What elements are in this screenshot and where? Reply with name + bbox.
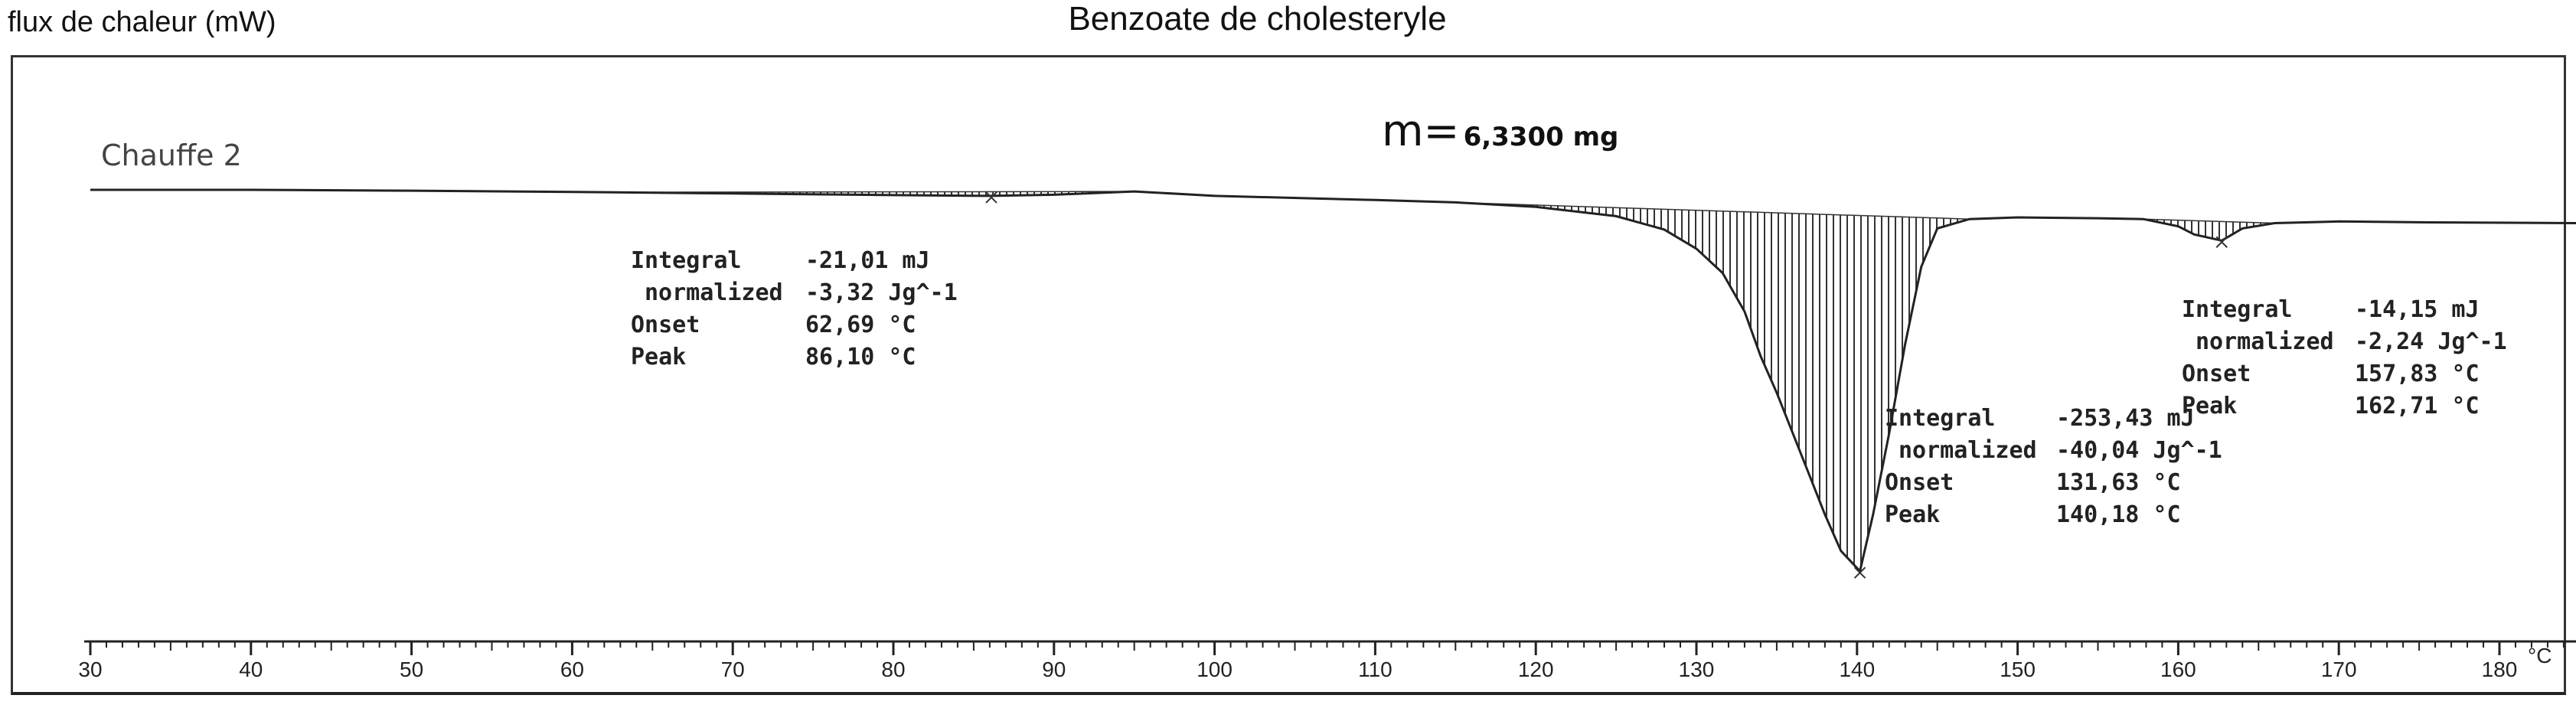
peak3-peak-label: Peak xyxy=(2182,393,2237,419)
x-unit-label: °C xyxy=(2528,644,2552,667)
peak3-peak-value: 162,71 °C xyxy=(2355,393,2480,419)
peak1-peak-value: 86,10 °C xyxy=(805,344,916,370)
peak-annotation-3: Integral -14,15 mJ normalized -2,24 Jg^-… xyxy=(2182,296,2507,419)
x-tick-label: 170 xyxy=(2321,658,2357,681)
x-tick-label: 180 xyxy=(2482,658,2518,681)
peak-markers xyxy=(985,191,2228,579)
peak2-peak-label: Peak xyxy=(1885,501,1940,528)
peak3-normalized-label: normalized xyxy=(2196,328,2334,355)
x-tick-label: 40 xyxy=(239,658,263,681)
peak2-integral-label: Integral xyxy=(1885,405,1996,432)
x-tick-label: 90 xyxy=(1042,658,1066,681)
mass-value: 6,3300 mg xyxy=(1464,122,1619,152)
x-tick-label: 130 xyxy=(1679,658,1715,681)
peak1-integral-value: -21,01 mJ xyxy=(805,247,930,274)
dsc-curve xyxy=(90,188,2576,574)
x-tick-label: 140 xyxy=(1839,658,1875,681)
peak3-onset-label: Onset xyxy=(2182,361,2251,387)
peak-annotation-2: Integral -253,43 mJ normalized -40,04 Jg… xyxy=(1885,405,2222,528)
peak2-onset-label: Onset xyxy=(1885,469,1954,496)
peak2-peak-value: 140,18 °C xyxy=(2056,501,2181,528)
plot-frame xyxy=(11,55,2566,695)
peak1-onset-value: 62,69 °C xyxy=(805,312,916,338)
x-tick-label: 30 xyxy=(78,658,102,681)
mass-prefix: m= xyxy=(1382,106,1459,156)
x-tick-label: 150 xyxy=(2000,658,2036,681)
peak2-normalized-label: normalized xyxy=(1899,437,2037,464)
peak3-normalized-value: -2,24 Jg^-1 xyxy=(2355,328,2507,355)
peak-marker-1 xyxy=(985,191,997,204)
x-tick-label: 80 xyxy=(881,658,905,681)
x-tick-label: 120 xyxy=(1518,658,1554,681)
peak-marker-3 xyxy=(2215,236,2228,248)
peak2-integral-value: -253,43 mJ xyxy=(2056,405,2195,432)
x-tick-label: 160 xyxy=(2160,658,2196,681)
mass-label: m= 6,3300 mg xyxy=(1382,106,1618,156)
peak1-onset-label: Onset xyxy=(631,312,700,338)
x-axis: 30 40 50 60 70 80 90 100 110 120 130 140 150 160 170 18… xyxy=(78,640,2576,681)
peak3-onset-value: 157,83 °C xyxy=(2355,361,2480,387)
peak1-normalized-value: -3,32 Jg^-1 xyxy=(805,279,958,306)
x-tick-label: 50 xyxy=(400,658,423,681)
y-axis-label: flux de chaleur (mW) xyxy=(8,6,276,38)
x-tick-label: 70 xyxy=(721,658,745,681)
peak-marker-2 xyxy=(1853,566,1866,579)
peak2-normalized-value: -40,04 Jg^-1 xyxy=(2056,437,2222,464)
series-label: Chauffe 2 xyxy=(101,139,242,172)
peak3-integral-label: Integral xyxy=(2182,296,2293,323)
x-tick-label: 60 xyxy=(560,658,584,681)
peak1-normalized-label: normalized xyxy=(645,279,783,306)
chart-title: Benzoate de cholesteryle xyxy=(1068,0,1447,38)
peak-annotation-1: Integral -21,01 mJ normalized -3,32 Jg^-… xyxy=(631,247,958,370)
peak3-integral-value: -14,15 mJ xyxy=(2355,296,2480,323)
x-tick-label: 100 xyxy=(1197,658,1232,681)
peak1-integral-label: Integral xyxy=(631,247,742,274)
x-tick-label: 110 xyxy=(1358,658,1392,681)
peak2-onset-value: 131,63 °C xyxy=(2056,469,2181,496)
peak1-peak-label: Peak xyxy=(631,344,686,370)
